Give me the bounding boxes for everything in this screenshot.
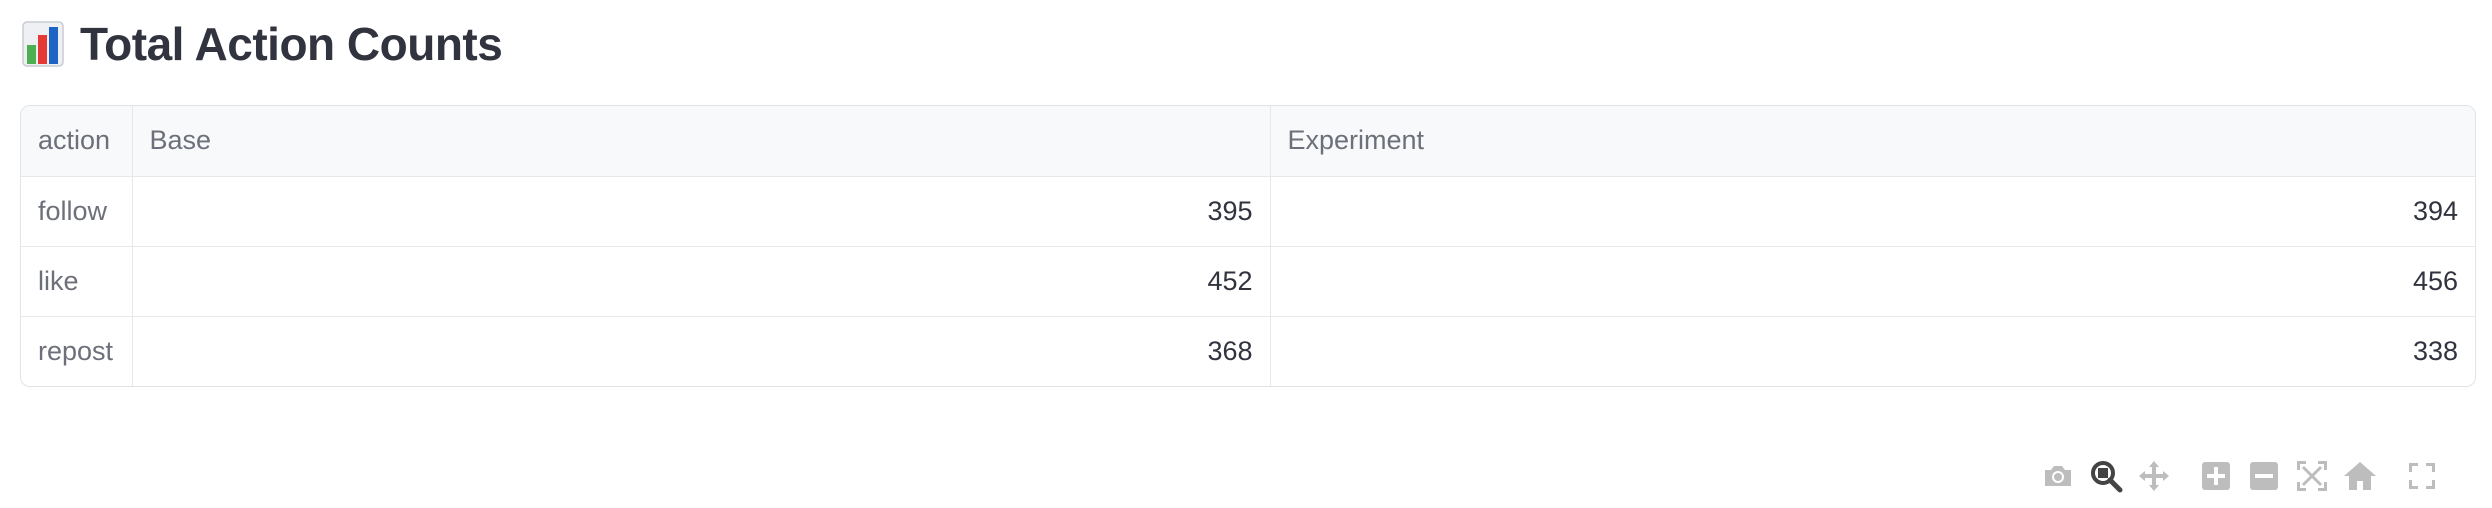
action-counts-table: action Base Experiment follow 395 394 li… [21, 106, 2475, 386]
fullscreen-icon[interactable] [2404, 458, 2440, 494]
zoom-in-icon[interactable] [2198, 458, 2234, 494]
experiment-value-cell[interactable]: 456 [1270, 246, 2475, 317]
zoom-icon[interactable] [2088, 458, 2124, 494]
table-row: like 452 456 [21, 246, 2475, 317]
column-header-action[interactable]: action [21, 106, 133, 177]
base-value-cell[interactable]: 452 [132, 246, 1271, 317]
table-row: follow 395 394 [21, 176, 2475, 247]
row-label-cell[interactable]: follow [21, 176, 133, 247]
autoscale-icon[interactable] [2294, 458, 2330, 494]
row-label-cell[interactable]: repost [21, 316, 133, 386]
column-header-base[interactable]: Base [132, 106, 1271, 177]
base-value-cell[interactable]: 395 [132, 176, 1271, 247]
camera-icon[interactable] [2040, 458, 2076, 494]
base-value-cell[interactable]: 368 [132, 316, 1271, 386]
data-table[interactable]: action Base Experiment follow 395 394 li… [20, 105, 2476, 387]
page-title: Total Action Counts [80, 18, 503, 70]
experiment-value-cell[interactable]: 394 [1270, 176, 2475, 247]
plot-modebar [2040, 458, 2480, 494]
experiment-value-cell[interactable]: 338 [2412, 335, 2458, 366]
pan-icon[interactable] [2136, 458, 2172, 494]
column-header-experiment[interactable]: Experiment [1270, 106, 2475, 177]
page-header: Total Action Counts [22, 14, 503, 74]
bar-chart-emoji-icon [22, 21, 64, 67]
table-row: repost 368 338 [21, 316, 2475, 386]
table-header-row: action Base Experiment [21, 106, 2475, 177]
reset-axes-icon[interactable] [2342, 458, 2378, 494]
zoom-out-icon[interactable] [2246, 458, 2282, 494]
row-label-cell[interactable]: like [21, 246, 133, 317]
